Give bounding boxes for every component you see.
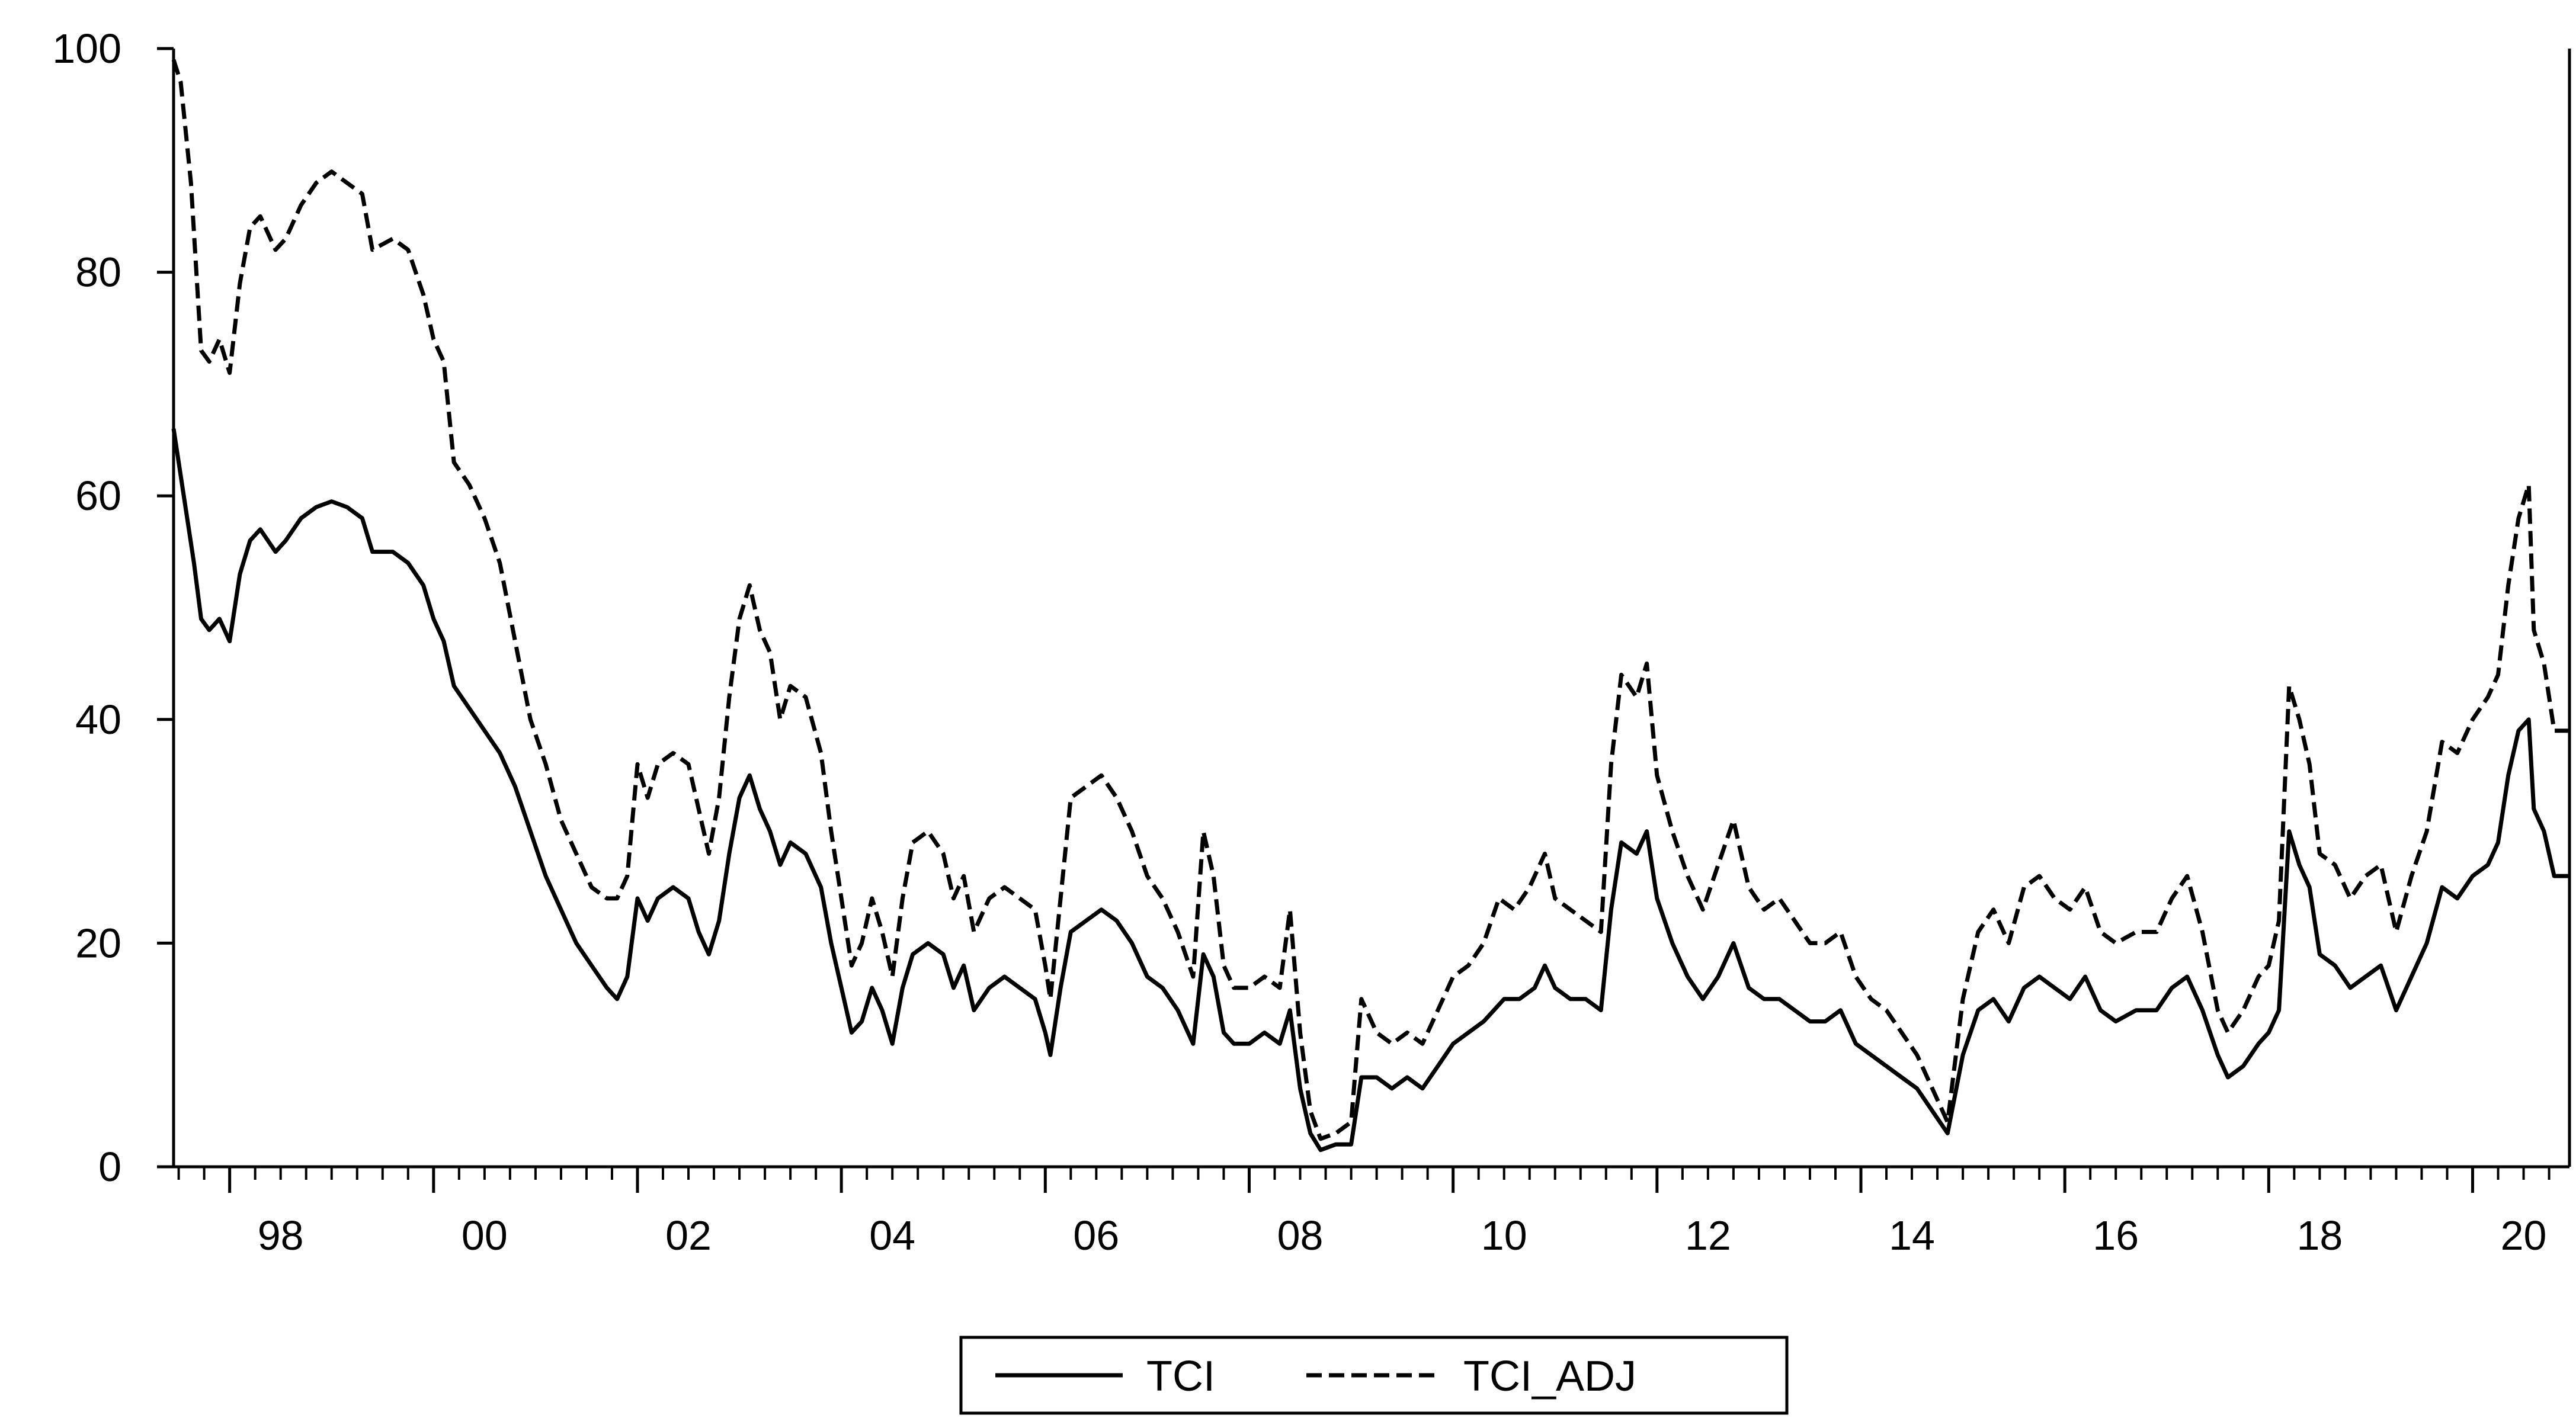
x-tick-label: 98	[258, 1212, 304, 1259]
x-tick-label: 14	[1889, 1212, 1935, 1259]
y-tick-label: 80	[75, 249, 121, 296]
x-tick-label: 18	[2296, 1212, 2343, 1259]
x-tick-label: 08	[1277, 1212, 1324, 1259]
x-tick-label: 04	[869, 1212, 915, 1259]
axes-layer: 0 20 40 60 80 100 98 00 02 04 06 08 10 12 14 16 18 20	[52, 25, 2571, 1259]
legend-label-tci: TCI	[1146, 1353, 1215, 1400]
x-tick-label: 16	[2093, 1212, 2139, 1259]
x-tick-label: 00	[462, 1212, 508, 1259]
y-tick-label: 60	[75, 473, 121, 519]
series-line-tci	[171, 428, 2569, 1153]
x-tick-label: 06	[1073, 1212, 1119, 1259]
x-tick-label: 10	[1481, 1212, 1527, 1259]
y-tick-label: 100	[52, 25, 121, 72]
legend: TCI TCI_ADJ	[959, 1336, 1789, 1415]
series-line-tci-adj	[171, 59, 2569, 1141]
series-layer	[171, 59, 2569, 1153]
x-tick-label: 20	[2501, 1212, 2547, 1259]
x-tick-label: 12	[1685, 1212, 1731, 1259]
y-tick-label: 0	[98, 1144, 121, 1190]
legend-label-tci-adj: TCI_ADJ	[1463, 1353, 1636, 1400]
y-tick-label: 40	[75, 697, 121, 743]
x-tick-label: 02	[665, 1212, 712, 1259]
y-tick-label: 20	[75, 920, 121, 966]
